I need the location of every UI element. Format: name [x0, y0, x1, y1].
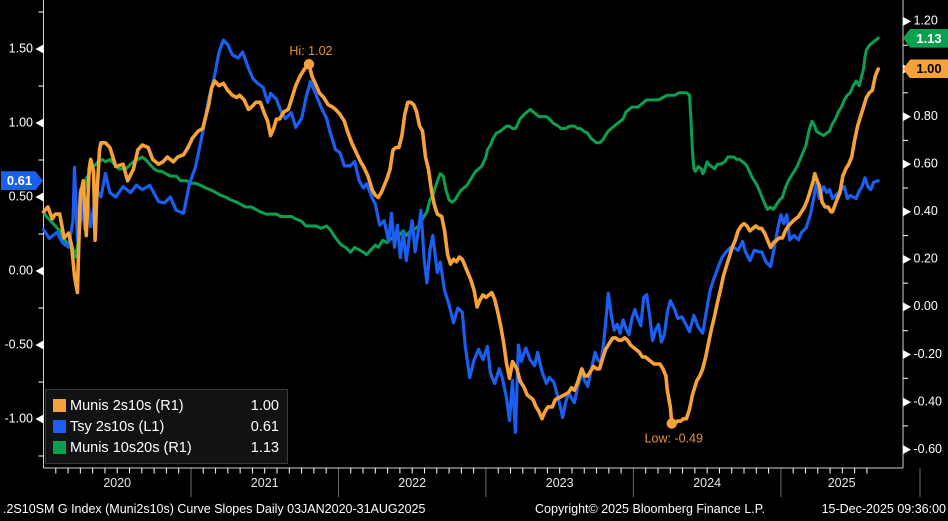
- left-axis-tick-arrow-icon: [35, 192, 44, 202]
- legend-value: 1.13: [250, 439, 279, 456]
- x-axis-year-label: 2025: [828, 476, 856, 490]
- right-axis-tick-label: 0.60: [914, 156, 938, 170]
- right-axis-tick-arrow-icon: [903, 302, 911, 312]
- right-axis-tick-arrow-icon: [903, 350, 911, 360]
- right-axis-tick-arrow-icon: [903, 16, 911, 26]
- right-axis-tick-label: 0.00: [914, 299, 938, 313]
- chart-description-text: .2S10SM G Index (Muni2s10s) Curve Slopes…: [3, 502, 426, 516]
- left-axis-tick-arrow-icon: [35, 266, 44, 276]
- right-axis-tick-label: 1.20: [914, 14, 938, 28]
- left-axis-tick-label: -0.50: [5, 337, 34, 351]
- right-axis-tick-arrow-icon: [903, 159, 911, 169]
- high-annotation-label: Hi: 1.02: [289, 44, 332, 58]
- left-axis-tick-label: 0.50: [9, 189, 33, 203]
- legend-item-munis-2s10s[interactable]: Munis 2s10s (R1) 1.00: [53, 395, 279, 416]
- left-axis-tick-label: 0.00: [9, 263, 33, 277]
- right-axis-green-last-value-badge: 1.13: [903, 28, 948, 48]
- low-annotation-label: Low: -0.49: [645, 432, 703, 446]
- left-axis-last-value-badge: 0.61: [1, 171, 43, 191]
- legend: Munis 2s10s (R1) 1.00 Tsy 2s10s (L1) 0.6…: [45, 389, 288, 464]
- legend-label: Munis 10s20s (R1): [70, 439, 192, 456]
- series-line-munis-10s20s-r1-[interactable]: [42, 36, 880, 259]
- right-axis-orange-last-value-badge: 1.00: [903, 59, 948, 79]
- legend-label: Munis 2s10s (R1): [70, 397, 184, 414]
- right-axis-tick-arrow-icon: [903, 207, 911, 217]
- x-axis-year-label: 2023: [546, 476, 574, 490]
- right-axis-tick-arrow-icon: [903, 397, 911, 407]
- left-axis-tick-arrow-icon: [35, 414, 44, 424]
- right-axis-tick-label: -0.40: [914, 394, 943, 408]
- right-axis-tick-label: -0.60: [914, 442, 943, 456]
- blue-series-swatch-icon: [53, 420, 66, 433]
- low-point-marker-icon: [666, 418, 677, 429]
- left-axis-tick-label: -1.00: [5, 411, 34, 425]
- x-axis-year-label: 2021: [251, 476, 279, 490]
- high-point-marker-icon: [303, 59, 315, 70]
- timestamp-text: 15-Dec-2025 09:36:00: [821, 502, 946, 516]
- legend-item-tsy-2s10s[interactable]: Tsy 2s10s (L1) 0.61: [53, 416, 279, 437]
- legend-value: 1.00: [250, 397, 279, 414]
- series-line-munis-2s10s-r1-[interactable]: [41, 62, 881, 426]
- x-axis-year-label: 2020: [103, 476, 131, 490]
- right-axis-tick-label: -0.20: [914, 347, 943, 361]
- left-axis-tick-arrow-icon: [35, 340, 44, 350]
- x-axis-year-label: 2022: [398, 476, 426, 490]
- right-axis-tick-arrow-icon: [903, 112, 911, 122]
- copyright-text: Copyright© 2025 Bloomberg Finance L.P.: [535, 502, 765, 516]
- right-axis-tick-arrow-icon: [903, 254, 911, 264]
- legend-label: Tsy 2s10s (L1): [70, 418, 165, 435]
- right-axis-tick-arrow-icon: [903, 445, 911, 455]
- right-axis-tick-label: 0.20: [914, 252, 938, 266]
- legend-item-munis-10s20s[interactable]: Munis 10s20s (R1) 1.13: [53, 437, 279, 458]
- series-line-tsy-2s10s-l1-[interactable]: [41, 38, 880, 434]
- left-axis-tick-label: 1.50: [9, 41, 33, 55]
- left-axis-tick-arrow-icon: [35, 118, 44, 128]
- legend-value: 0.61: [250, 418, 279, 435]
- green-series-swatch-icon: [53, 441, 66, 454]
- left-axis-tick-arrow-icon: [35, 44, 44, 54]
- right-axis-tick-label: 0.40: [914, 204, 938, 218]
- left-axis-tick-label: 1.00: [9, 115, 33, 129]
- orange-series-swatch-icon: [53, 399, 66, 412]
- x-axis-year-label: 2024: [693, 476, 721, 490]
- right-axis-tick-label: 0.80: [914, 109, 938, 123]
